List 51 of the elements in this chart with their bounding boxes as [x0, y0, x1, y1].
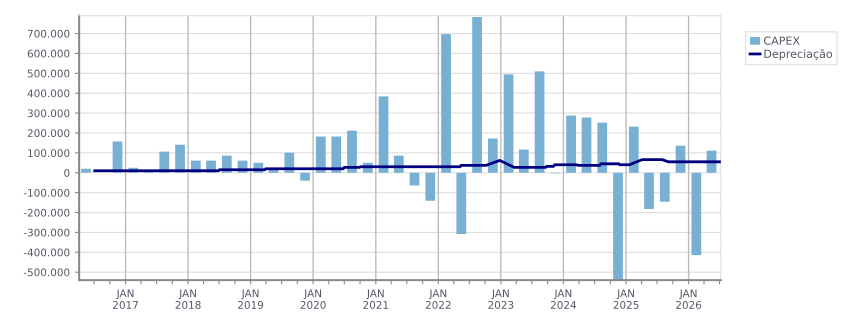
bar: [582, 117, 592, 173]
x-tick-label: JAN 2021: [363, 289, 388, 309]
bar: [456, 172, 466, 234]
line-series: [93, 158, 721, 172]
bar: [691, 172, 702, 256]
bar: [628, 126, 639, 173]
x-tick-label: JAN 2020: [300, 289, 326, 309]
x-tick-label: JAN 2026: [676, 289, 702, 309]
bar: [112, 142, 122, 173]
bar: [488, 138, 498, 173]
bar: [378, 96, 388, 173]
x-tick-label: JAN 2025: [614, 289, 638, 309]
bar: [331, 136, 342, 173]
y-tick-label: 200.000: [28, 129, 70, 138]
x-tick-label: JAN 2023: [488, 289, 514, 309]
bar: [300, 172, 310, 181]
bar: [504, 74, 514, 173]
bar: [613, 172, 623, 280]
legend-label: CAPEX: [764, 36, 800, 45]
y-tick-label: 100.000: [28, 149, 70, 157]
y-tick-label: -500.000: [24, 268, 70, 276]
bar: [644, 172, 654, 209]
bar: [534, 71, 544, 173]
y-tick-label: 300.000: [28, 109, 70, 118]
bar: [597, 122, 608, 173]
bar: [566, 115, 576, 173]
y-tick-label: 0: [64, 168, 70, 177]
x-tick-label: JAN 2022: [426, 289, 451, 309]
y-tick-label: 600.000: [28, 50, 70, 58]
x-tick-label: JAN 2017: [113, 289, 138, 309]
x-tick-label: JAN 2024: [550, 289, 576, 309]
y-tick-label: -100.000: [24, 188, 70, 197]
y-tick-label: 500.000: [28, 70, 70, 78]
x-tick-label: JAN 2018: [176, 289, 201, 309]
bar: [441, 34, 451, 173]
y-tick-label: -300.000: [24, 228, 70, 237]
bar: [472, 17, 482, 173]
bar: [410, 172, 420, 186]
bar: [660, 172, 670, 202]
bar: [347, 130, 357, 173]
y-tick-label: -400.000: [24, 248, 70, 256]
y-tick-label: 700.000: [28, 30, 70, 38]
x-tick-label: JAN 2019: [238, 289, 264, 309]
y-tick-label: 400.000: [28, 89, 70, 98]
bar: [316, 136, 326, 173]
bar: [706, 150, 716, 173]
y-tick-label: -200.000: [24, 208, 70, 217]
bar: [425, 172, 436, 201]
bar: [175, 144, 185, 173]
legend-label: Depreciação: [764, 49, 832, 60]
bar: [81, 168, 91, 173]
